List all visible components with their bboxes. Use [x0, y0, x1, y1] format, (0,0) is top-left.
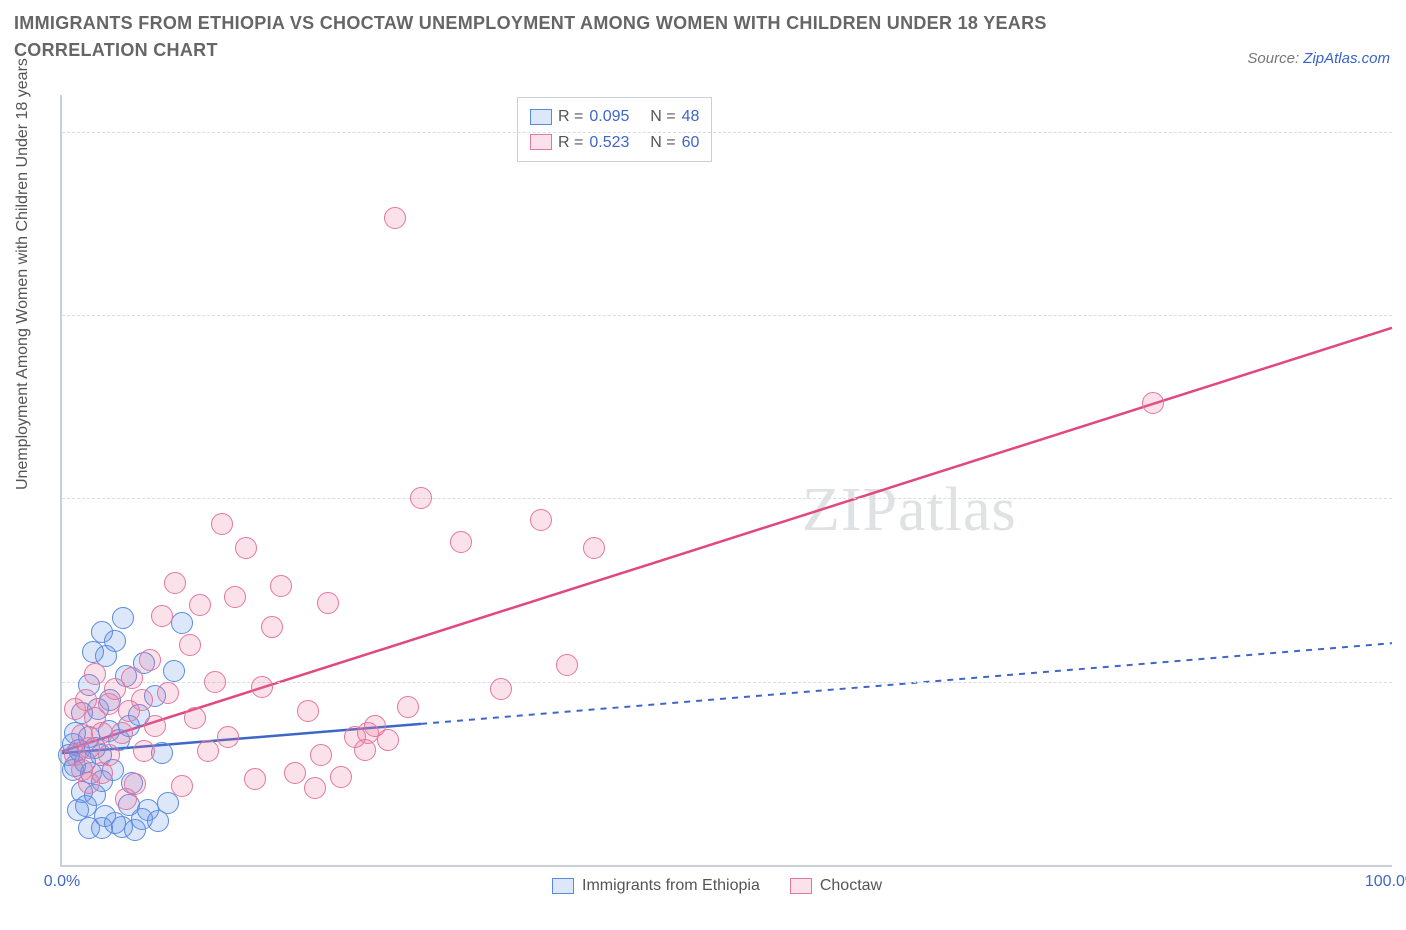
legend-r-value: 0.095	[589, 104, 629, 130]
legend-swatch-icon	[530, 134, 552, 150]
data-point-choctaw	[124, 773, 146, 795]
legend-n-label: N =	[650, 130, 675, 156]
trend-lines	[62, 95, 1392, 865]
data-point-choctaw	[204, 671, 226, 693]
legend-n-label: N =	[650, 104, 675, 130]
x-tick-label: 100.0%	[1365, 873, 1406, 891]
y-tick-label: 40.0%	[1397, 123, 1406, 141]
data-point-choctaw	[450, 531, 472, 553]
data-point-choctaw	[270, 575, 292, 597]
y-axis-label: Unemployment Among Women with Children U…	[14, 58, 32, 490]
data-point-choctaw	[377, 729, 399, 751]
legend-series: Immigrants from Ethiopia Choctaw	[552, 877, 882, 895]
legend-swatch-icon	[552, 878, 574, 894]
data-point-ethiopia	[104, 630, 126, 652]
x-tick-label: 0.0%	[44, 873, 80, 891]
gridline	[62, 132, 1392, 133]
data-point-ethiopia	[91, 817, 113, 839]
legend-item: Choctaw	[790, 877, 882, 895]
data-point-choctaw	[211, 513, 233, 535]
data-point-choctaw	[197, 740, 219, 762]
chart-title: IMMIGRANTS FROM ETHIOPIA VS CHOCTAW UNEM…	[14, 10, 1144, 64]
legend-swatch-icon	[790, 878, 812, 894]
data-point-choctaw	[235, 537, 257, 559]
data-point-ethiopia	[112, 607, 134, 629]
data-point-choctaw	[144, 715, 166, 737]
gridline	[62, 498, 1392, 499]
data-point-choctaw	[139, 649, 161, 671]
data-point-ethiopia	[67, 799, 89, 821]
data-point-choctaw	[304, 777, 326, 799]
legend-stats: R = 0.095 N = 48R = 0.523 N = 60	[517, 97, 712, 162]
legend-swatch-icon	[530, 109, 552, 125]
watermark: ZIPatlas	[802, 475, 1017, 546]
watermark-thin: atlas	[898, 476, 1017, 544]
data-point-choctaw	[111, 722, 133, 744]
data-point-choctaw	[583, 537, 605, 559]
scatter-plot: ZIPatlas R = 0.095 N = 48R = 0.523 N = 6…	[60, 95, 1392, 867]
legend-r-label: R =	[558, 104, 583, 130]
data-point-choctaw	[121, 667, 143, 689]
data-point-choctaw	[284, 762, 306, 784]
data-point-choctaw	[179, 634, 201, 656]
data-point-choctaw	[397, 696, 419, 718]
legend-stats-row: R = 0.095 N = 48	[530, 104, 699, 130]
data-point-choctaw	[98, 744, 120, 766]
data-point-choctaw	[330, 766, 352, 788]
source-credit: Source: ZipAtlas.com	[1247, 50, 1390, 67]
data-point-choctaw	[224, 586, 246, 608]
data-point-choctaw	[317, 592, 339, 614]
data-point-choctaw	[131, 689, 153, 711]
source-link[interactable]: ZipAtlas.com	[1303, 50, 1390, 67]
legend-series-label: Immigrants from Ethiopia	[582, 877, 760, 895]
data-point-choctaw	[171, 775, 193, 797]
legend-item: Immigrants from Ethiopia	[552, 877, 760, 895]
legend-series-label: Choctaw	[820, 877, 882, 895]
data-point-choctaw	[133, 740, 155, 762]
data-point-choctaw	[530, 509, 552, 531]
data-point-ethiopia	[171, 612, 193, 634]
legend-r-label: R =	[558, 130, 583, 156]
data-point-choctaw	[357, 722, 379, 744]
data-point-choctaw	[1142, 392, 1164, 414]
data-point-choctaw	[91, 722, 113, 744]
data-point-choctaw	[297, 700, 319, 722]
legend-stats-row: R = 0.523 N = 60	[530, 130, 699, 156]
data-point-choctaw	[184, 707, 206, 729]
legend-n-value: 48	[682, 104, 700, 130]
data-point-choctaw	[384, 207, 406, 229]
legend-r-value: 0.523	[589, 130, 629, 156]
data-point-choctaw	[261, 616, 283, 638]
source-prefix: Source:	[1247, 50, 1303, 67]
data-point-choctaw	[410, 487, 432, 509]
data-point-choctaw	[217, 726, 239, 748]
watermark-bold: ZIP	[802, 476, 898, 544]
legend-n-value: 60	[682, 130, 700, 156]
data-point-choctaw	[244, 768, 266, 790]
data-point-choctaw	[310, 744, 332, 766]
data-point-choctaw	[157, 682, 179, 704]
data-point-ethiopia	[163, 660, 185, 682]
y-tick-label: 10.0%	[1397, 673, 1406, 691]
data-point-choctaw	[556, 654, 578, 676]
data-point-choctaw	[189, 594, 211, 616]
data-point-choctaw	[151, 605, 173, 627]
data-point-choctaw	[164, 572, 186, 594]
data-point-choctaw	[490, 678, 512, 700]
data-point-choctaw	[84, 663, 106, 685]
y-tick-label: 30.0%	[1397, 306, 1406, 324]
gridline	[62, 315, 1392, 316]
y-tick-label: 20.0%	[1397, 489, 1406, 507]
data-point-choctaw	[251, 676, 273, 698]
